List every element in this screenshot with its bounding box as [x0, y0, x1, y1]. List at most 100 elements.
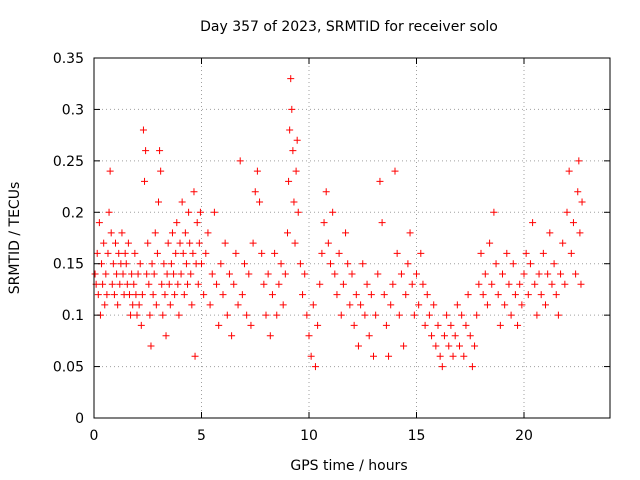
data-point — [198, 260, 205, 268]
data-point — [136, 260, 144, 268]
data-point — [149, 291, 157, 299]
data-point — [400, 342, 408, 350]
data-point — [172, 249, 180, 257]
data-point — [249, 239, 257, 247]
data-point — [359, 260, 367, 268]
data-point — [208, 270, 216, 278]
data-point — [296, 260, 304, 268]
data-point — [322, 188, 330, 196]
data-point — [170, 270, 178, 278]
data-point — [499, 270, 506, 278]
data-point — [277, 260, 285, 268]
data-point — [95, 219, 103, 227]
data-point — [176, 239, 184, 247]
data-point — [374, 270, 382, 278]
data-point — [107, 229, 115, 237]
data-point — [524, 291, 532, 299]
data-point — [178, 198, 186, 206]
data-point — [215, 321, 223, 329]
data-point — [387, 301, 395, 309]
data-point — [99, 280, 107, 288]
y-tick-label: 0.35 — [53, 51, 84, 67]
data-point — [268, 291, 276, 299]
data-point — [147, 342, 155, 350]
data-point — [292, 167, 300, 175]
x-axis-label: GPS time / hours — [290, 458, 407, 474]
data-point — [177, 270, 185, 278]
data-point — [162, 332, 170, 340]
data-point — [185, 208, 193, 216]
data-point — [453, 301, 461, 309]
data-point — [554, 311, 562, 319]
data-point — [200, 291, 208, 299]
data-point — [462, 321, 470, 329]
data-point — [468, 363, 476, 371]
data-point — [130, 280, 138, 288]
x-tick-label: 0 — [90, 428, 99, 444]
y-tick-label: 0.25 — [53, 154, 84, 170]
data-point — [100, 239, 108, 247]
data-point — [316, 280, 324, 288]
data-point — [174, 280, 182, 288]
y-axis-label: SRMTID / TECUs — [7, 182, 23, 295]
data-point — [410, 311, 418, 319]
data-point — [291, 239, 299, 247]
data-point — [245, 270, 253, 278]
x-tick-label: 5 — [197, 428, 206, 444]
x-tick-label: 10 — [300, 428, 318, 444]
data-point — [314, 321, 322, 329]
data-point — [447, 321, 455, 329]
data-point — [324, 239, 332, 247]
data-point — [514, 321, 522, 329]
data-point — [105, 208, 113, 216]
data-point — [466, 332, 474, 340]
data-point — [128, 270, 136, 278]
data-point — [152, 301, 160, 309]
data-point — [370, 352, 377, 360]
data-point — [196, 208, 204, 216]
data-point — [559, 239, 567, 247]
data-point — [228, 332, 236, 340]
data-point — [567, 249, 575, 257]
data-point — [102, 270, 110, 278]
data-point — [260, 280, 268, 288]
data-point — [116, 280, 124, 288]
data-point — [109, 260, 117, 268]
data-point — [194, 280, 202, 288]
data-point — [262, 311, 270, 319]
data-point — [574, 188, 582, 196]
data-point — [428, 332, 436, 340]
data-point — [320, 219, 328, 227]
data-point — [350, 321, 358, 329]
data-point — [481, 270, 489, 278]
data-point — [179, 249, 187, 257]
data-point — [145, 280, 153, 288]
data-point — [546, 229, 554, 237]
data-point — [101, 301, 109, 309]
data-point — [175, 311, 183, 319]
data-point — [112, 239, 119, 247]
data-point — [535, 270, 543, 278]
data-point — [168, 229, 176, 237]
data-point — [146, 311, 154, 319]
data-point — [210, 208, 218, 216]
data-point — [93, 249, 101, 257]
data-point — [124, 239, 132, 247]
data-point — [181, 229, 189, 237]
data-point — [548, 280, 556, 288]
data-point — [171, 291, 179, 299]
data-point — [193, 219, 201, 227]
data-point — [576, 229, 584, 237]
data-point — [206, 301, 214, 309]
data-point — [108, 280, 116, 288]
data-point — [173, 219, 181, 227]
data-point — [518, 301, 526, 309]
data-point — [286, 126, 294, 134]
data-point — [139, 126, 147, 134]
data-point — [563, 208, 571, 216]
data-point — [290, 198, 298, 206]
data-point — [352, 291, 360, 299]
data-point — [288, 105, 296, 113]
data-point — [144, 239, 152, 247]
